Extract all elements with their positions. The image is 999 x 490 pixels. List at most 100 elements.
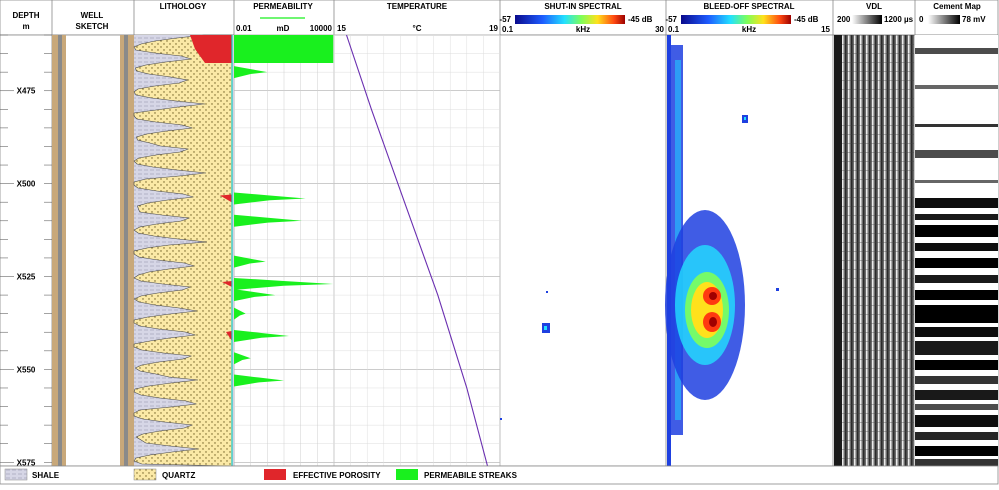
legend-quartz-label: QUARTZ (162, 471, 195, 480)
cement-max: 78 mV (962, 15, 986, 24)
shutin-x-min: 0.1 (502, 25, 514, 34)
temperature-grid (333, 34, 501, 466)
vdl-band (834, 179, 914, 180)
shutin-x-max: 30 (655, 25, 664, 34)
vdl-band (834, 251, 914, 252)
vdl-band (834, 80, 914, 81)
cement-band (915, 258, 998, 268)
vdl-stripe (875, 35, 877, 466)
vdl-band (834, 197, 914, 198)
cement-min: 0 (919, 15, 924, 24)
vdl-band (834, 260, 914, 261)
bleed-colorbar (681, 15, 791, 24)
lithology-quartz (133, 34, 233, 467)
cement-band (915, 404, 998, 410)
cement-band (915, 124, 998, 127)
cement-band (915, 341, 998, 355)
vdl-stripe (872, 35, 874, 466)
vdl-stripe (893, 35, 895, 466)
bleed-title: BLEED-OFF SPECTRAL (703, 2, 794, 11)
vdl-band (834, 287, 914, 288)
cement-band (915, 275, 998, 283)
bleed-scale-min: -57 (665, 15, 677, 24)
shutin-speck-2 (500, 418, 502, 420)
vdl-band (834, 215, 914, 216)
permeability-streak (234, 66, 268, 79)
vdl-stripe (878, 35, 880, 466)
vdl-band (834, 152, 914, 153)
cement-band (915, 360, 998, 370)
permeability-streak (234, 192, 306, 205)
vdl-band (834, 134, 914, 135)
vdl-stripe (881, 35, 883, 466)
cement-band (915, 214, 998, 220)
cement-band (915, 459, 998, 466)
vdl-band (834, 143, 914, 144)
vdl-max: 1200 µs (884, 15, 914, 24)
legend-shale-swatch (4, 468, 28, 481)
legend-streaks-label: PERMEABILE STREAKS (424, 471, 518, 480)
legend-streaks-swatch (396, 469, 418, 480)
vdl-band (834, 440, 914, 441)
permeability-streak (234, 35, 334, 63)
cement-band (915, 446, 998, 456)
permeability-streaks (234, 35, 334, 387)
cement-band (915, 390, 998, 400)
well-tubing-left (58, 35, 62, 466)
vdl-band (834, 269, 914, 270)
cement-colorbar (928, 15, 960, 24)
bleed-core-1 (709, 292, 717, 300)
vdl-band (834, 98, 914, 99)
cement-band (915, 432, 998, 440)
permeability-streak (234, 374, 284, 387)
vdl-band (834, 359, 914, 360)
perm-min: 0.01 (236, 24, 252, 33)
vdl-band (834, 242, 914, 243)
vdl-stripe (848, 35, 850, 466)
vdl-wavetrain (834, 35, 914, 466)
depth-label: X500 (17, 180, 36, 189)
depth-label: X550 (17, 365, 36, 374)
vdl-band (834, 449, 914, 450)
temperature-title: TEMPERATURE (387, 2, 448, 11)
perm-unit: mD (277, 24, 290, 33)
well-title-1: WELL (81, 11, 104, 20)
cement-band (915, 376, 998, 384)
cement-bands (915, 48, 998, 466)
vdl-band (834, 170, 914, 171)
vdl-band (834, 386, 914, 387)
vdl-stripe (863, 35, 865, 466)
cement-band (915, 243, 998, 251)
vdl-band (834, 53, 914, 54)
permeability-grid (233, 34, 335, 466)
vdl-band (834, 458, 914, 459)
vdl-band (834, 404, 914, 405)
cement-title: Cement Map (933, 2, 981, 11)
vdl-band (834, 314, 914, 315)
bleed-core-2 (709, 317, 717, 327)
depth-label: X575 (17, 458, 36, 467)
permeability-streak (234, 255, 266, 268)
permeability-streak (234, 329, 290, 342)
vdl-band (834, 161, 914, 162)
vdl-band (834, 44, 914, 45)
vdl-stripe (860, 35, 862, 466)
vdl-stripe (854, 35, 856, 466)
vdl-band (834, 332, 914, 333)
permeability-streak (234, 277, 334, 290)
shutin-scale-min: -57 (499, 15, 511, 24)
temperature-curve (345, 34, 489, 467)
vdl-title: VDL (866, 2, 882, 11)
vdl-min: 200 (837, 15, 851, 24)
vdl-stripe (851, 35, 853, 466)
depth-ticks (0, 34, 52, 463)
vdl-band (834, 224, 914, 225)
temp-min: 15 (337, 24, 346, 33)
bleed-speck-2 (776, 288, 779, 291)
shutin-colorbar (515, 15, 625, 24)
bleed-x-min: 0.1 (668, 25, 680, 34)
bleed-spectral-map (665, 35, 779, 466)
legend-shale-label: SHALE (32, 471, 60, 480)
perm-max: 10000 (310, 24, 333, 33)
